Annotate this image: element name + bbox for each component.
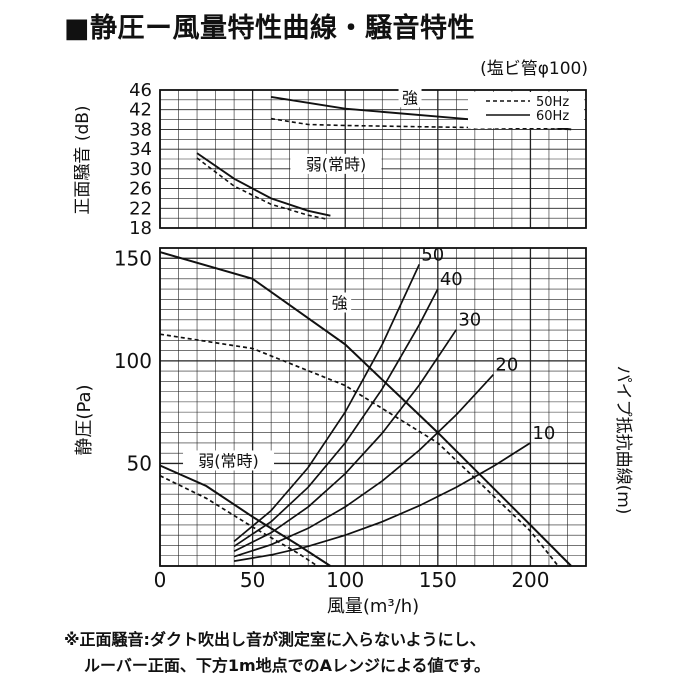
noise-y-tick-label: 18: [129, 218, 152, 239]
noise-annotation: 弱(常時): [306, 155, 367, 174]
noise-y-tick-label: 42: [129, 100, 152, 121]
pipe-resistance-axis-label: パイプ抵抗曲線(m): [613, 366, 633, 515]
pipe-curve-label-40: 40: [440, 269, 463, 290]
noise-annotation: 強: [402, 88, 418, 107]
noise-legend-box: [468, 92, 584, 128]
pipe-curve-40: [233, 288, 439, 548]
pressure-annotation-bg: [183, 450, 275, 471]
noise-y-axis-label: 正面騒音 (dB): [73, 105, 93, 214]
noise-series-strong-50Hz: [270, 117, 572, 131]
noise-annotation-bg: [398, 87, 422, 108]
pressure-x-tick-label: 100: [326, 568, 364, 592]
pressure-annotation: 弱(常時): [198, 451, 259, 470]
pressure-y-tick-label: 100: [114, 349, 152, 373]
pipe-curve-label-10: 10: [532, 423, 555, 444]
pressure-chart: 50 100 150 0 50 100 150 200 静圧(Pa) パイプ抵抗曲線(m) 風量(m…: [74, 244, 633, 617]
pressure-plot-frame: [159, 247, 587, 567]
pressure-series-strong-60Hz: [159, 251, 572, 567]
noise-series-weak-50Hz: [196, 157, 327, 220]
noise-legend-label: 60Hz: [536, 109, 569, 124]
footnote-line-2: ルーバー正面、下方1m地点でのAレンジによる値です。: [84, 656, 490, 675]
noise-y-tick-label: 22: [129, 198, 152, 219]
chart-title: ■静圧ー風量特性曲線・騒音特性: [64, 13, 476, 44]
noise-legend-label: 50Hz: [536, 95, 569, 110]
pressure-series-weak-50Hz: [159, 474, 318, 567]
pipe-curve-50: [233, 264, 421, 543]
noise-y-tick-label: 46: [129, 80, 152, 101]
pressure-series-strong-50Hz: [159, 333, 559, 567]
noise-y-tick-label: 34: [129, 139, 152, 160]
pipe-curve-label-50: 50: [421, 244, 444, 265]
noise-plot-frame: [159, 89, 587, 229]
pipe-curve-label-20: 20: [495, 355, 518, 376]
footnote-line-1: ※正面騒音:ダクト吹出し音が測定室に入らないようにし、: [64, 630, 486, 649]
chart-subtitle: (塩ビ管φ100): [480, 59, 588, 79]
pressure-y-axis-label: 静圧(Pa): [74, 384, 95, 455]
pipe-curve-30: [233, 329, 458, 552]
pipe-curve-label-30: 30: [458, 310, 481, 331]
pressure-annotation-bg: [328, 292, 352, 313]
pressure-x-tick-label: 200: [511, 568, 549, 592]
pressure-x-axis-label: 風量(m³/h): [327, 596, 419, 617]
pressure-x-tick-label: 0: [154, 568, 167, 592]
pressure-series-weak-60Hz: [159, 464, 331, 567]
noise-y-tick-label: 30: [129, 159, 152, 180]
pressure-x-tick-label: 150: [419, 568, 457, 592]
pipe-curve-10: [233, 442, 531, 562]
noise-y-tick-label: 38: [129, 119, 152, 140]
pressure-x-tick-label: 50: [240, 568, 265, 592]
noise-annotation-bg: [290, 153, 382, 174]
pressure-y-tick-label: 150: [114, 246, 152, 270]
noise-y-tick-label: 26: [129, 179, 152, 200]
pressure-annotation: 強: [332, 293, 348, 312]
pressure-y-tick-label: 50: [127, 451, 152, 475]
noise-series-weak-60Hz: [196, 152, 331, 217]
